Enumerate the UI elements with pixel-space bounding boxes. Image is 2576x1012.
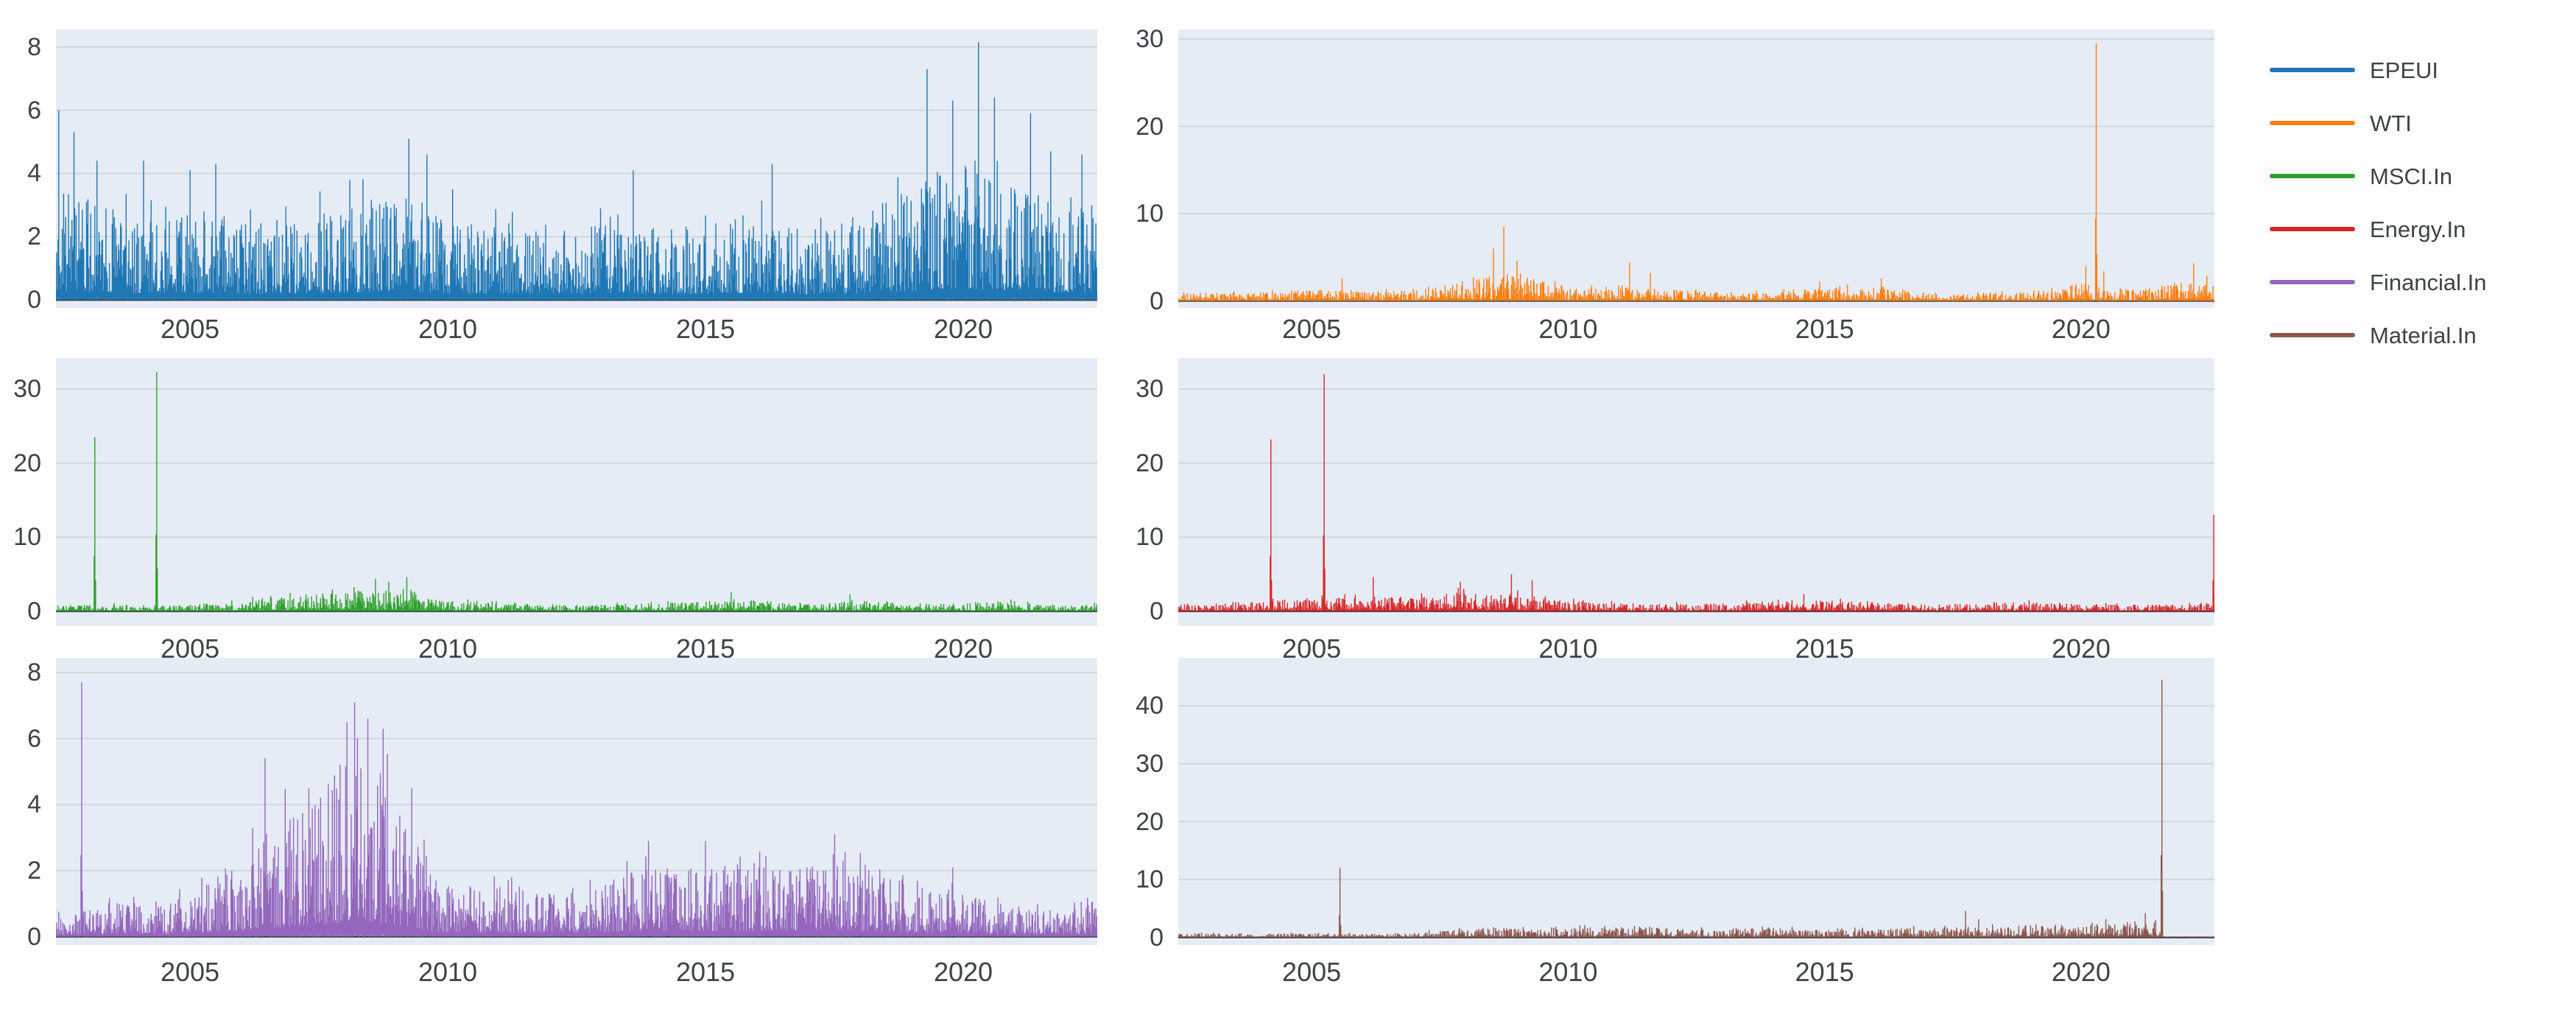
x-tick-label: 2020 (2051, 314, 2111, 344)
plot-area-epeui[interactable] (56, 29, 1097, 308)
y-tick-label: 20 (1136, 449, 1164, 477)
y-tick-label: 10 (13, 523, 41, 552)
x-tick-label: 2020 (2051, 957, 2111, 987)
legend-item-material-in[interactable]: Material.In (2270, 320, 2477, 350)
x-tick-label: 2015 (675, 633, 736, 664)
y-tick-label: 0 (27, 597, 41, 625)
legend-item-wti[interactable]: WTI (2270, 108, 2412, 138)
y-tick-label: 40 (1136, 692, 1164, 720)
legend-swatch-icon (2270, 280, 2355, 284)
y-tick-label: 8 (27, 658, 41, 687)
y-tick-label: 0 (1150, 597, 1164, 625)
y-tick-label: 20 (1136, 112, 1164, 141)
x-tick-label: 2010 (1538, 633, 1598, 664)
y-tick-label: 10 (1136, 200, 1164, 228)
legend-label: Financial.In (2370, 269, 2487, 295)
series-svg-financial-in (56, 672, 1097, 938)
x-tick-label: 2010 (418, 957, 478, 987)
legend-swatch-icon (2270, 333, 2355, 337)
series-svg-msci-in (56, 372, 1097, 613)
series-line-epeui (56, 42, 1097, 301)
legend-item-msci-in[interactable]: MSCI.In (2270, 161, 2452, 191)
x-tick-label: 2020 (2051, 633, 2111, 664)
x-tick-label: 2015 (675, 957, 736, 987)
series-line-material-in (1178, 679, 2214, 938)
y-tick-label: 10 (1136, 523, 1164, 552)
y-tick-label: 4 (27, 159, 41, 188)
x-tick-label: 2005 (160, 314, 220, 344)
x-tick-label: 2005 (160, 633, 220, 664)
y-tick-label: 30 (1136, 375, 1164, 404)
legend-label: EPEUI (2370, 57, 2439, 83)
y-tick-label: 30 (13, 375, 41, 404)
series-svg-epeui (56, 42, 1097, 301)
series-svg-material-in (1178, 679, 2214, 938)
x-tick-label: 2015 (1795, 957, 1854, 987)
x-tick-label: 2020 (933, 957, 993, 987)
x-tick-label: 2010 (1538, 957, 1598, 987)
y-tick-label: 2 (27, 222, 41, 251)
x-tick-label: 2020 (933, 314, 993, 344)
series-line-wti (1178, 43, 2214, 301)
legend-item-energy-in[interactable]: Energy.In (2270, 214, 2466, 244)
y-tick-label: 20 (13, 449, 41, 477)
y-tick-label: 10 (1136, 865, 1164, 894)
series-line-energy-in (1178, 374, 2214, 611)
legend-item-epeui[interactable]: EPEUI (2270, 55, 2438, 85)
series-line-msci-in (56, 372, 1097, 611)
y-tick-label: 8 (27, 32, 41, 61)
series-svg-wti (1178, 38, 2214, 302)
legend-label: Energy.In (2370, 216, 2466, 242)
plot-area-material-in[interactable] (1178, 658, 2214, 945)
legend-swatch-icon (2270, 68, 2355, 72)
plot-area-msci-in[interactable] (56, 358, 1097, 626)
legend-label: MSCI.In (2370, 163, 2452, 189)
y-tick-label: 0 (27, 922, 41, 951)
legend-label: Material.In (2370, 322, 2477, 348)
y-tick-label: 30 (1136, 749, 1164, 778)
plot-area-wti[interactable] (1178, 29, 2214, 308)
x-tick-label: 2010 (1538, 314, 1598, 344)
y-tick-label: 0 (27, 286, 41, 315)
y-tick-label: 2 (27, 857, 41, 885)
plot-area-energy-in[interactable] (1178, 358, 2214, 626)
series-line-financial-in (56, 682, 1097, 937)
x-tick-label: 2015 (675, 314, 736, 344)
y-tick-label: 30 (1136, 25, 1164, 54)
x-tick-label: 2020 (933, 633, 993, 664)
y-tick-label: 20 (1136, 807, 1164, 836)
legend-item-financial-in[interactable]: Financial.In (2270, 267, 2487, 297)
x-tick-label: 2015 (1795, 633, 1854, 664)
y-tick-label: 4 (27, 790, 41, 819)
y-tick-label: 6 (27, 724, 41, 753)
x-tick-label: 2015 (1795, 314, 1854, 344)
x-tick-label: 2005 (1282, 314, 1342, 344)
x-tick-label: 2005 (1282, 957, 1342, 987)
y-tick-label: 0 (1150, 287, 1164, 315)
x-tick-label: 2010 (418, 633, 478, 664)
legend-swatch-icon (2270, 121, 2355, 125)
y-tick-label: 0 (1150, 923, 1164, 952)
legend-label: WTI (2370, 110, 2412, 136)
series-svg-energy-in (1178, 374, 2214, 613)
legend-swatch-icon (2270, 227, 2355, 231)
y-tick-label: 6 (27, 96, 41, 124)
x-tick-label: 2005 (160, 957, 220, 987)
plot-area-financial-in[interactable] (56, 658, 1097, 945)
x-tick-label: 2010 (418, 314, 478, 344)
x-tick-label: 2005 (1282, 633, 1342, 664)
legend-swatch-icon (2270, 174, 2355, 178)
